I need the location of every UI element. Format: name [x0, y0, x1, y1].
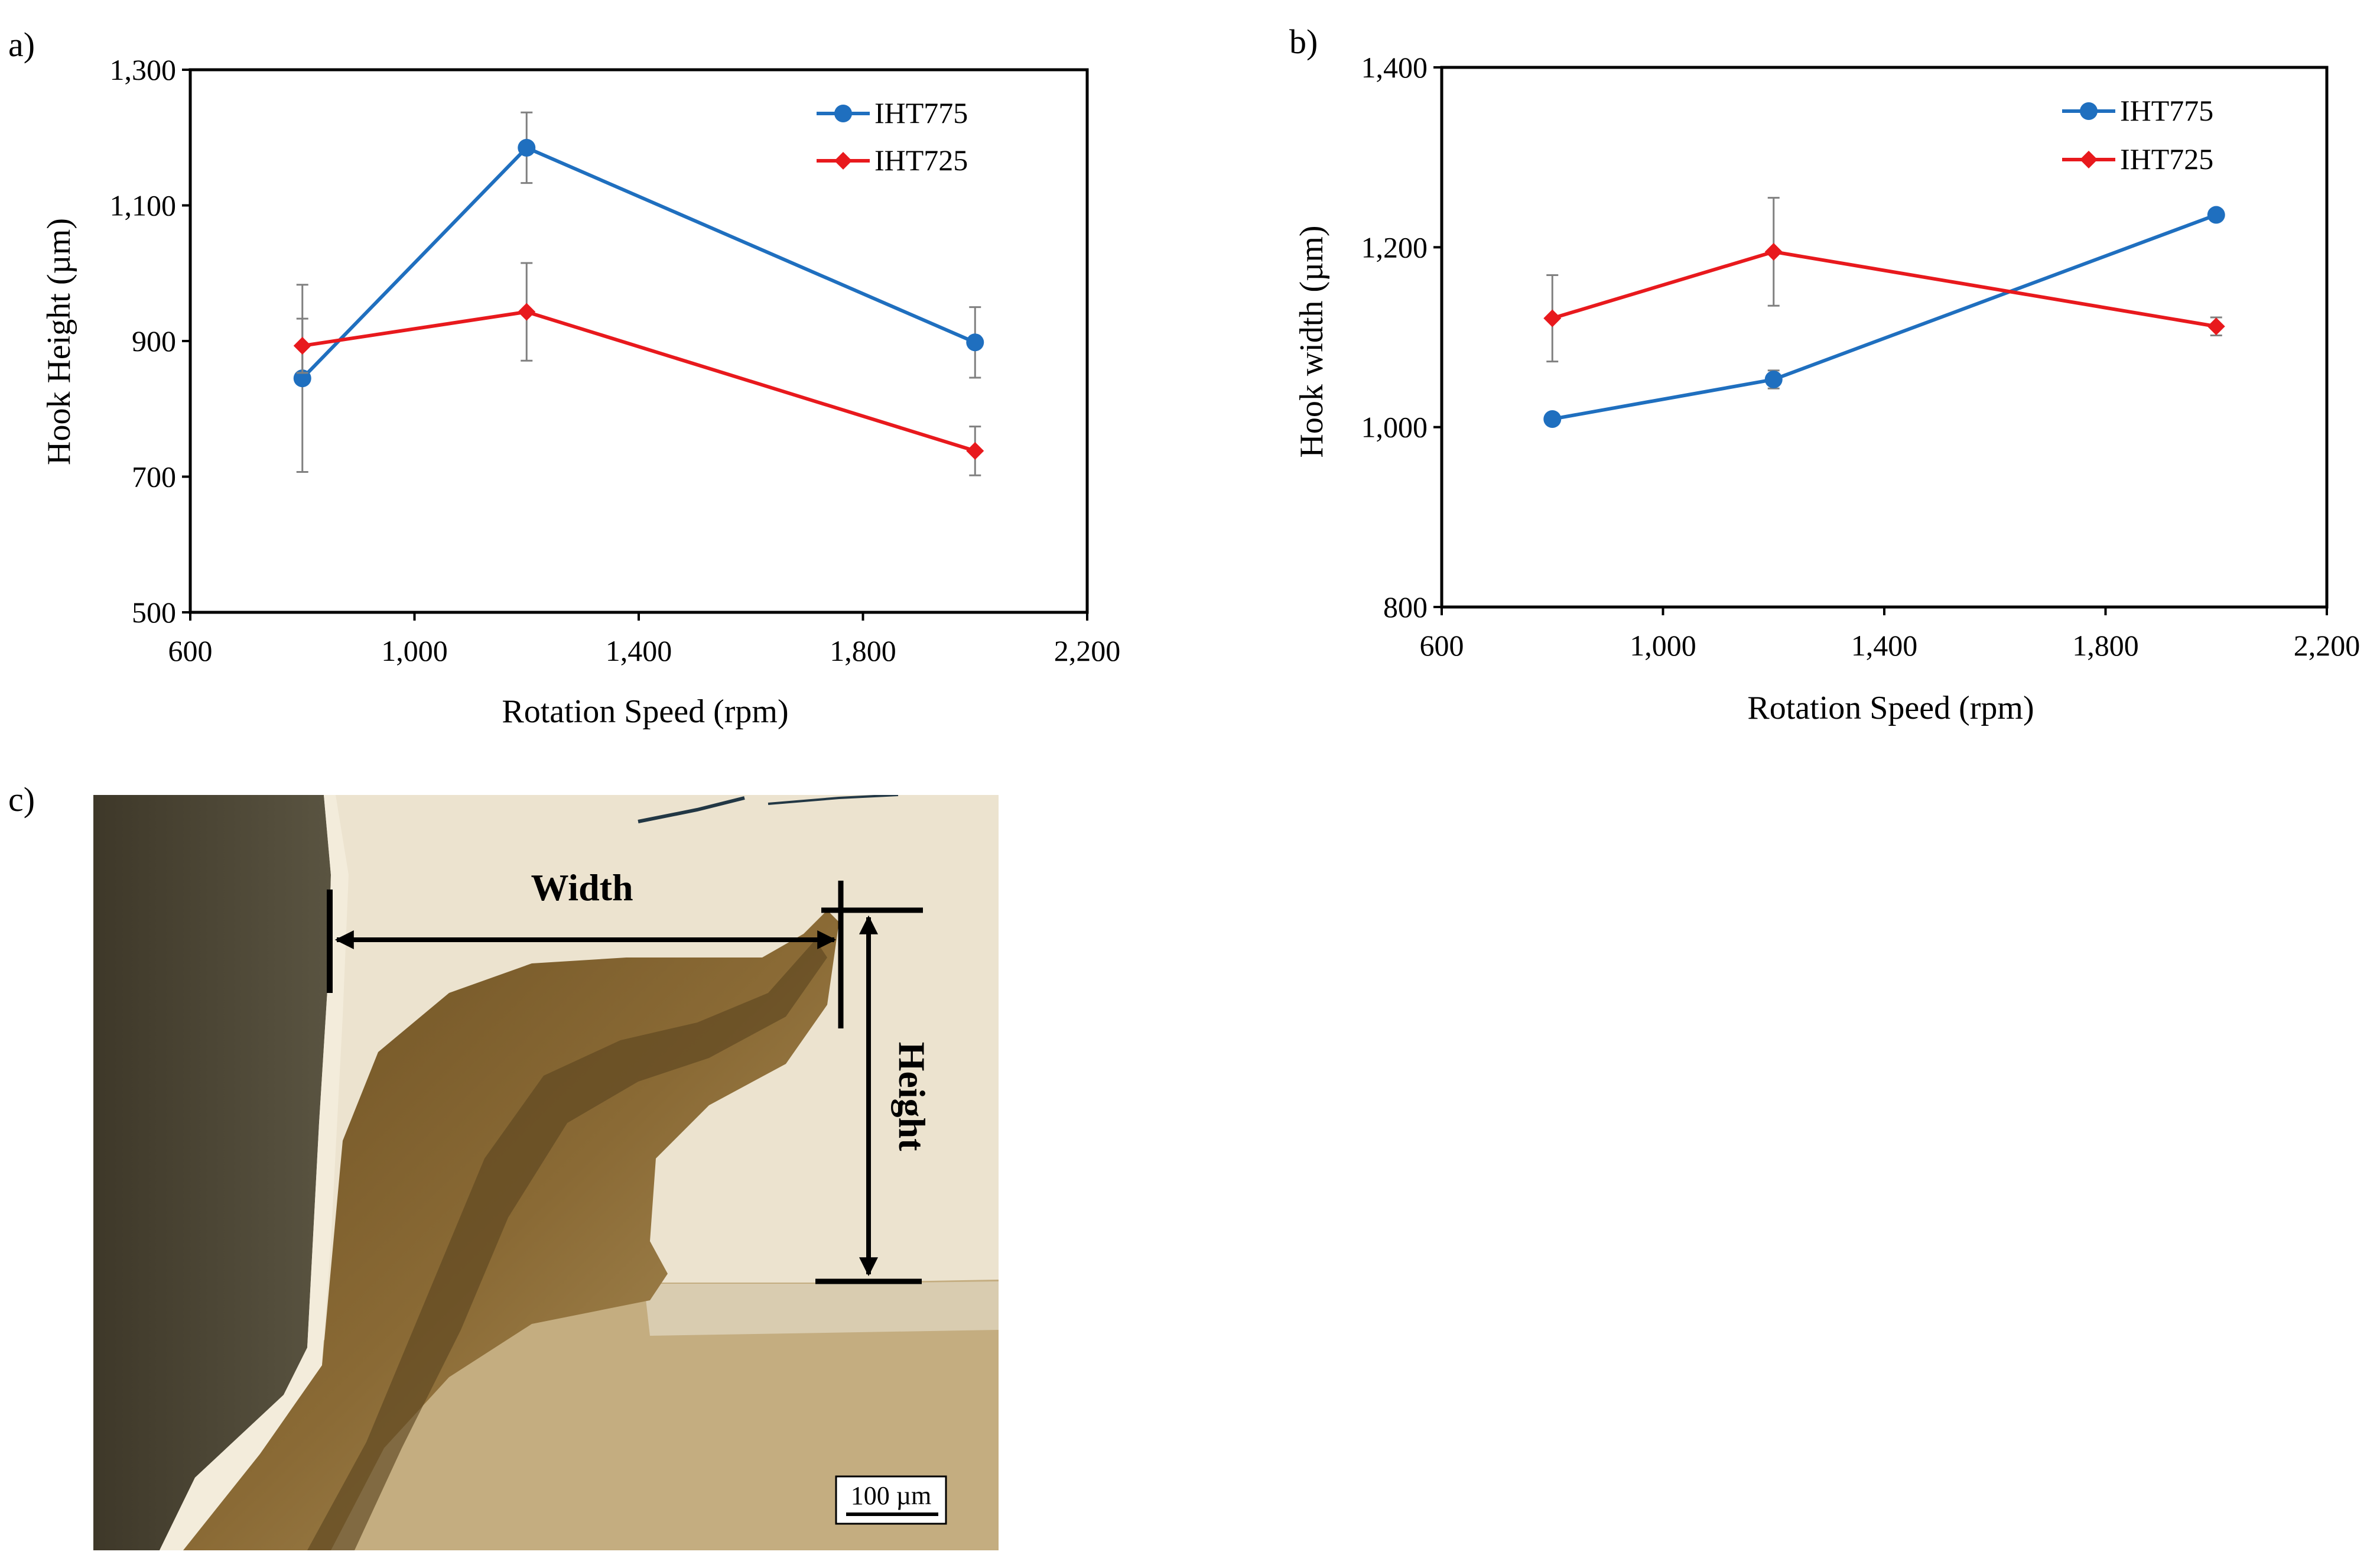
series-marks [293, 111, 984, 476]
data-point-iht775 [2207, 206, 2225, 224]
x-tick-label: 1,400 [1851, 629, 1918, 662]
data-point-iht775 [293, 369, 311, 388]
y-tick-label: 1,300 [110, 53, 177, 86]
legend: IHT775 IHT725 [2062, 94, 2213, 176]
tick-marks [182, 69, 1088, 621]
x-tick-labels: 600 1,000 1,400 1,800 2,200 [1420, 629, 2361, 662]
y-axis-label: Hook Height (µm) [41, 218, 77, 465]
crack-line [638, 796, 745, 823]
x-tick-label: 1,800 [2072, 629, 2139, 662]
panel-label-c: c) [8, 780, 35, 819]
data-point-iht725 [2207, 317, 2225, 336]
x-tick-label: 1,800 [830, 634, 896, 667]
y-tick-labels: 500 700 900 1,100 1,300 [110, 53, 177, 629]
chart-hook-height: 600 1,000 1,400 1,800 2,200 500 700 900 … [41, 53, 1120, 730]
panel-label-b: b) [1289, 22, 1318, 61]
height-label: Height [891, 1042, 933, 1152]
y-tick-label: 500 [132, 596, 176, 629]
series-marks [1543, 197, 2225, 428]
y-tick-labels: 800 1,000 1,200 1,400 [1361, 51, 1428, 624]
x-tick-label: 600 [1420, 629, 1464, 662]
chart-hook-width: 600 1,000 1,400 1,800 2,200 800 1,000 1,… [1293, 51, 2360, 726]
tick-marks [1433, 66, 2328, 615]
data-point-iht725 [518, 303, 536, 321]
scale-bar-label: 100 µm [851, 1481, 932, 1510]
x-tick-label: 2,200 [1054, 634, 1121, 667]
legend-label-iht775: IHT775 [2120, 94, 2213, 127]
flow-streak [307, 940, 827, 1550]
x-tick-labels: 600 1,000 1,400 1,800 2,200 [168, 634, 1121, 667]
micrograph: Width Height 100 µm [93, 795, 999, 1550]
crack-line [768, 795, 899, 805]
x-tick-label: 1,400 [606, 634, 672, 667]
y-tick-label: 1,200 [1361, 231, 1428, 264]
legend-marker-iht725 [2080, 151, 2098, 168]
legend-label-iht725: IHT725 [874, 144, 968, 177]
y-tick-label: 900 [132, 324, 176, 358]
x-tick-label: 600 [168, 634, 213, 667]
data-point-iht775 [1764, 371, 1783, 389]
legend-marker-iht725 [834, 152, 852, 170]
panel-label-a: a) [8, 25, 35, 64]
y-tick-label: 800 [1383, 590, 1428, 624]
y-tick-label: 1,100 [110, 189, 177, 222]
legend-label-iht725: IHT725 [2120, 142, 2213, 176]
data-point-iht775 [966, 333, 984, 352]
data-point-iht725 [966, 442, 984, 460]
width-label: Width [531, 866, 633, 908]
x-tick-label: 1,000 [381, 634, 448, 667]
data-point-iht725 [1764, 242, 1783, 261]
data-point-iht775 [518, 138, 536, 157]
y-tick-label: 700 [132, 460, 176, 494]
y-axis-label: Hook width (µm) [1293, 225, 1330, 457]
hook-formation [183, 910, 839, 1550]
legend-marker-iht775 [834, 105, 852, 122]
data-point-iht725 [293, 337, 311, 355]
y-tick-label: 1,400 [1361, 51, 1428, 84]
legend-label-iht775: IHT775 [874, 96, 968, 129]
x-tick-label: 1,000 [1630, 629, 1696, 662]
x-tick-label: 2,200 [2294, 629, 2361, 662]
data-point-iht775 [1543, 410, 1562, 428]
data-point-iht725 [1543, 309, 1562, 327]
x-axis-label: Rotation Speed (rpm) [502, 693, 788, 730]
y-tick-label: 1,000 [1361, 411, 1428, 444]
legend: IHT775 IHT725 [817, 96, 968, 177]
x-axis-label: Rotation Speed (rpm) [1747, 690, 2034, 726]
gap-strip [160, 795, 349, 1550]
dark-sheet-region [93, 795, 331, 1550]
grain-zone [644, 1281, 999, 1336]
legend-marker-iht775 [2080, 102, 2098, 120]
